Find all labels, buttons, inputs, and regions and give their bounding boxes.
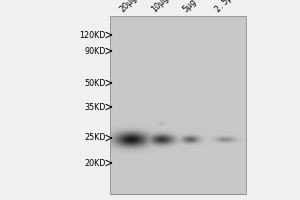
Text: 5μg: 5μg: [181, 0, 198, 14]
Text: 2. 5μg: 2. 5μg: [214, 0, 238, 14]
Text: 20μg: 20μg: [118, 0, 139, 14]
Text: 120KD: 120KD: [79, 30, 106, 40]
Text: 20KD: 20KD: [84, 158, 106, 168]
Text: 10μg: 10μg: [150, 0, 170, 14]
Text: 50KD: 50KD: [84, 78, 106, 88]
Text: 35KD: 35KD: [84, 102, 106, 112]
Bar: [110, 16, 246, 194]
Bar: [110, 16, 246, 194]
Text: 25KD: 25KD: [84, 134, 106, 142]
Text: 90KD: 90KD: [84, 46, 106, 55]
